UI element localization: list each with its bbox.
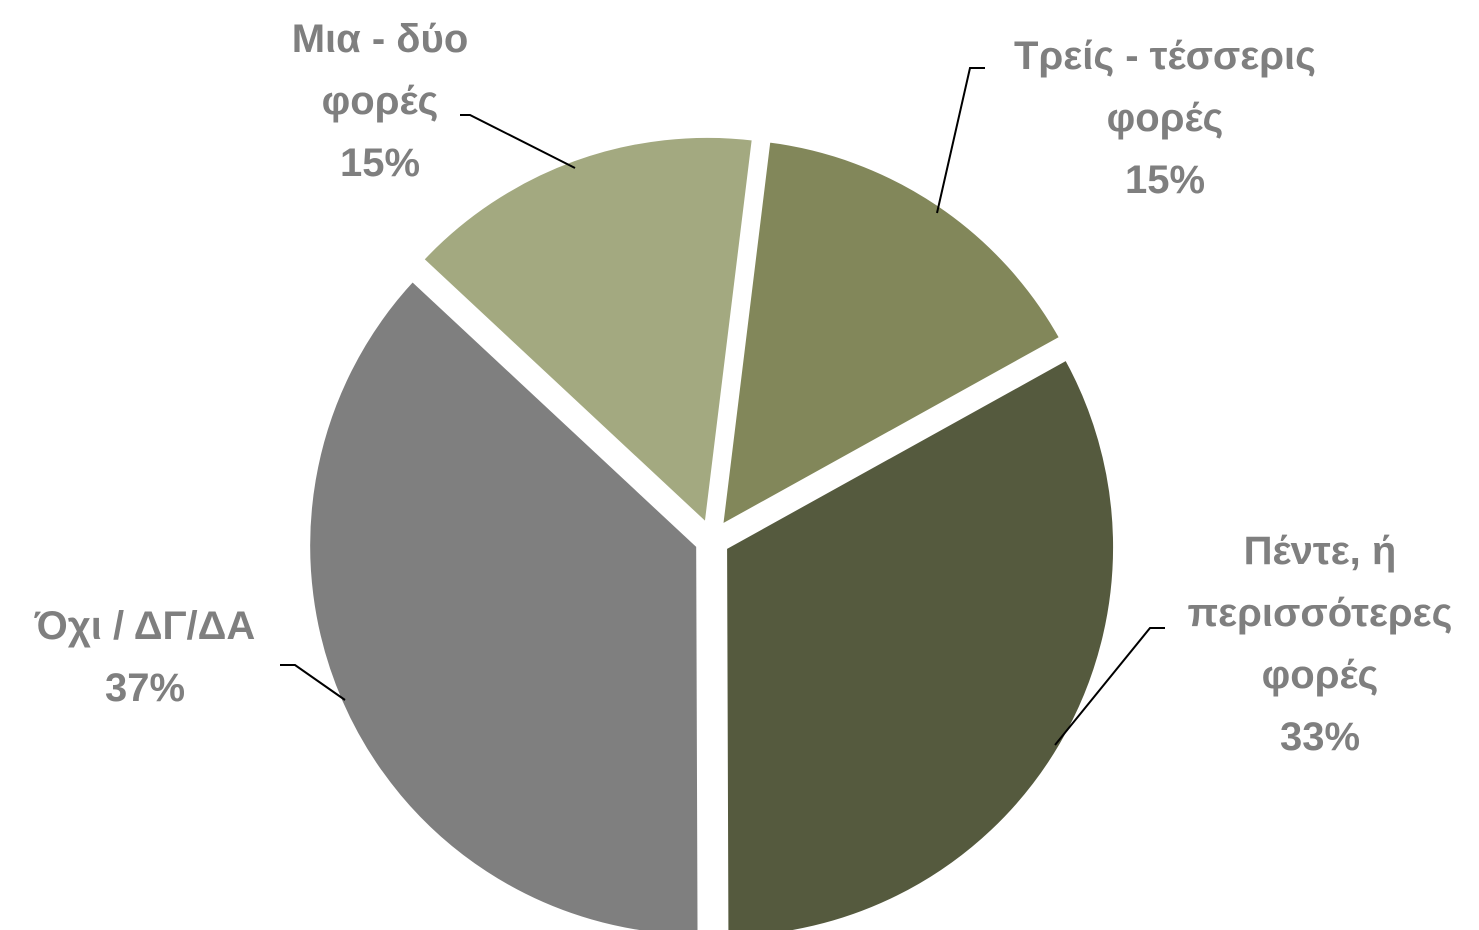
value-label: 15% — [1124, 158, 1206, 202]
leader-line — [936, 67, 985, 214]
category-label: Μια - δύο φορές — [291, 17, 469, 123]
leader-line — [460, 114, 576, 169]
leader-line — [1054, 627, 1165, 746]
pie-slice — [416, 131, 759, 534]
data-label: Μια - δύο φορές 15% — [250, 8, 510, 194]
category-label: Όχι / ΔΓ/ΔΑ — [34, 604, 256, 648]
value-label: 37% — [104, 666, 186, 710]
data-label: Τρείς - τέσσερις φορές 15% — [975, 25, 1355, 211]
data-label: Πέντε, ή περισσότερες φορές 33% — [1155, 520, 1479, 768]
value-label: 15% — [339, 141, 421, 185]
pie-slice — [304, 274, 704, 930]
category-label: Πέντε, ή περισσότερες φορές — [1187, 529, 1453, 697]
category-label: Τρείς - τέσσερις φορές — [1014, 34, 1316, 140]
pie-slice — [721, 352, 1120, 930]
value-label: 33% — [1279, 715, 1361, 759]
data-label: Όχι / ΔΓ/ΔΑ 37% — [0, 595, 295, 719]
leader-line — [280, 664, 346, 701]
